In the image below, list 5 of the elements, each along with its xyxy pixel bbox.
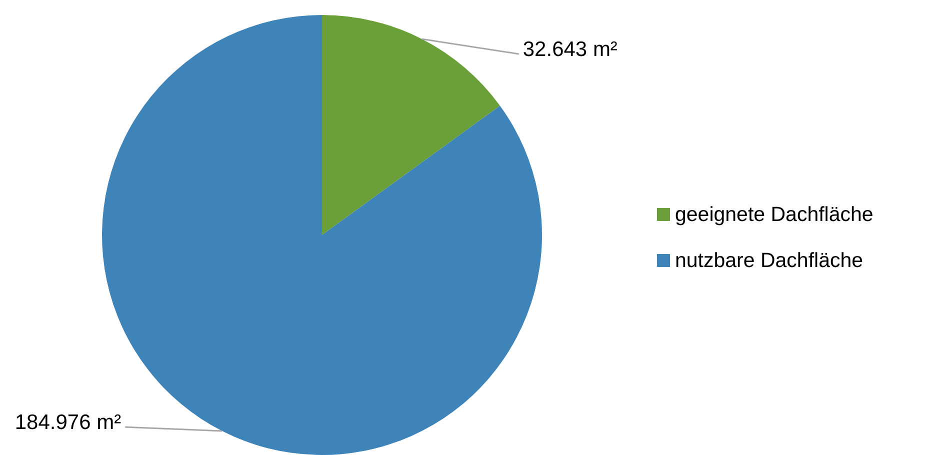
pie-slice [322, 15, 500, 235]
data-label: 184.976 m² [14, 411, 122, 434]
legend-label: nutzbare Dachfläche [675, 249, 864, 272]
data-label: 32.643 m² [522, 38, 618, 61]
legend-label: geeignete Dachfläche [675, 203, 874, 226]
